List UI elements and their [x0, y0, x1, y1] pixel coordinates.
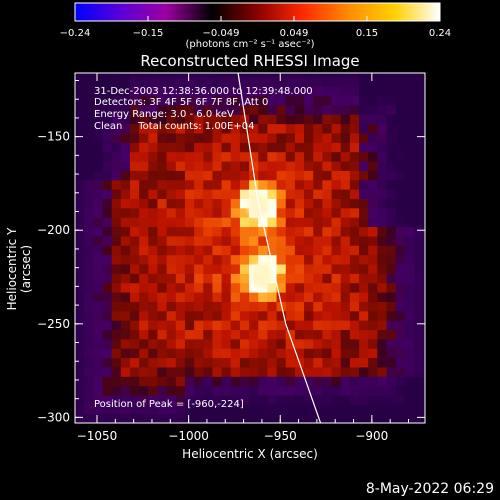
solar-limb-line	[237, 73, 322, 423]
y-tick-label: −300	[37, 410, 70, 424]
info-time-range: 31-Dec-2003 12:38:36.000 to 12:39:48.000	[94, 86, 313, 97]
y-tick-label: −150	[37, 130, 70, 144]
info-detectors: Detectors: 3F 4F 5F 6F 7F 8F, Att 0	[94, 97, 269, 108]
x-tick-label: −1050	[77, 429, 118, 443]
y-axis-label: Heliocentric Y (arcsec)	[5, 227, 33, 311]
peak-position-label: Position of Peak = [-960,-224]	[94, 399, 244, 410]
colorbar-tick-label: 0.15	[356, 28, 378, 39]
y-tick-label: −250	[37, 317, 70, 331]
colorbar-tick-label: 0.049	[280, 28, 309, 39]
heatmap-image	[75, 73, 425, 423]
footer-date: 8-May-2022 06:29	[365, 481, 494, 497]
info-total-counts: Clean Total counts: 1.00E+04	[94, 121, 255, 132]
colorbar-tick-label: 0.24	[429, 28, 451, 39]
y-tick-label: −200	[37, 223, 70, 237]
x-tick-label: −950	[264, 429, 297, 443]
colorbar-tick-label: −0.15	[133, 28, 164, 39]
source-peak-2	[250, 262, 273, 289]
colorbar-tick-label: −0.049	[202, 28, 239, 39]
colorbar	[74, 2, 441, 22]
source-peak-1	[247, 192, 270, 219]
x-axis-label: Heliocentric X (arcsec)	[182, 447, 318, 461]
x-tick-label: −1000	[168, 429, 209, 443]
colorbar-ticks: −0.24 −0.15 −0.049 0.049 0.15 0.24	[60, 16, 451, 39]
plot-frame	[74, 72, 426, 424]
x-tick-label: −900	[355, 429, 388, 443]
page-title: Reconstructed RHESSI Image	[140, 52, 360, 70]
info-energy-range: Energy Range: 3.0 - 6.0 keV	[94, 109, 234, 120]
colorbar-tick-label: −0.24	[60, 28, 91, 39]
colorbar-units-label: (photons cm⁻² s⁻¹ asec⁻²)	[185, 39, 315, 50]
axis-ticks: −1050 −1000 −950 −900 −150 −200 −250 −300	[37, 73, 425, 443]
